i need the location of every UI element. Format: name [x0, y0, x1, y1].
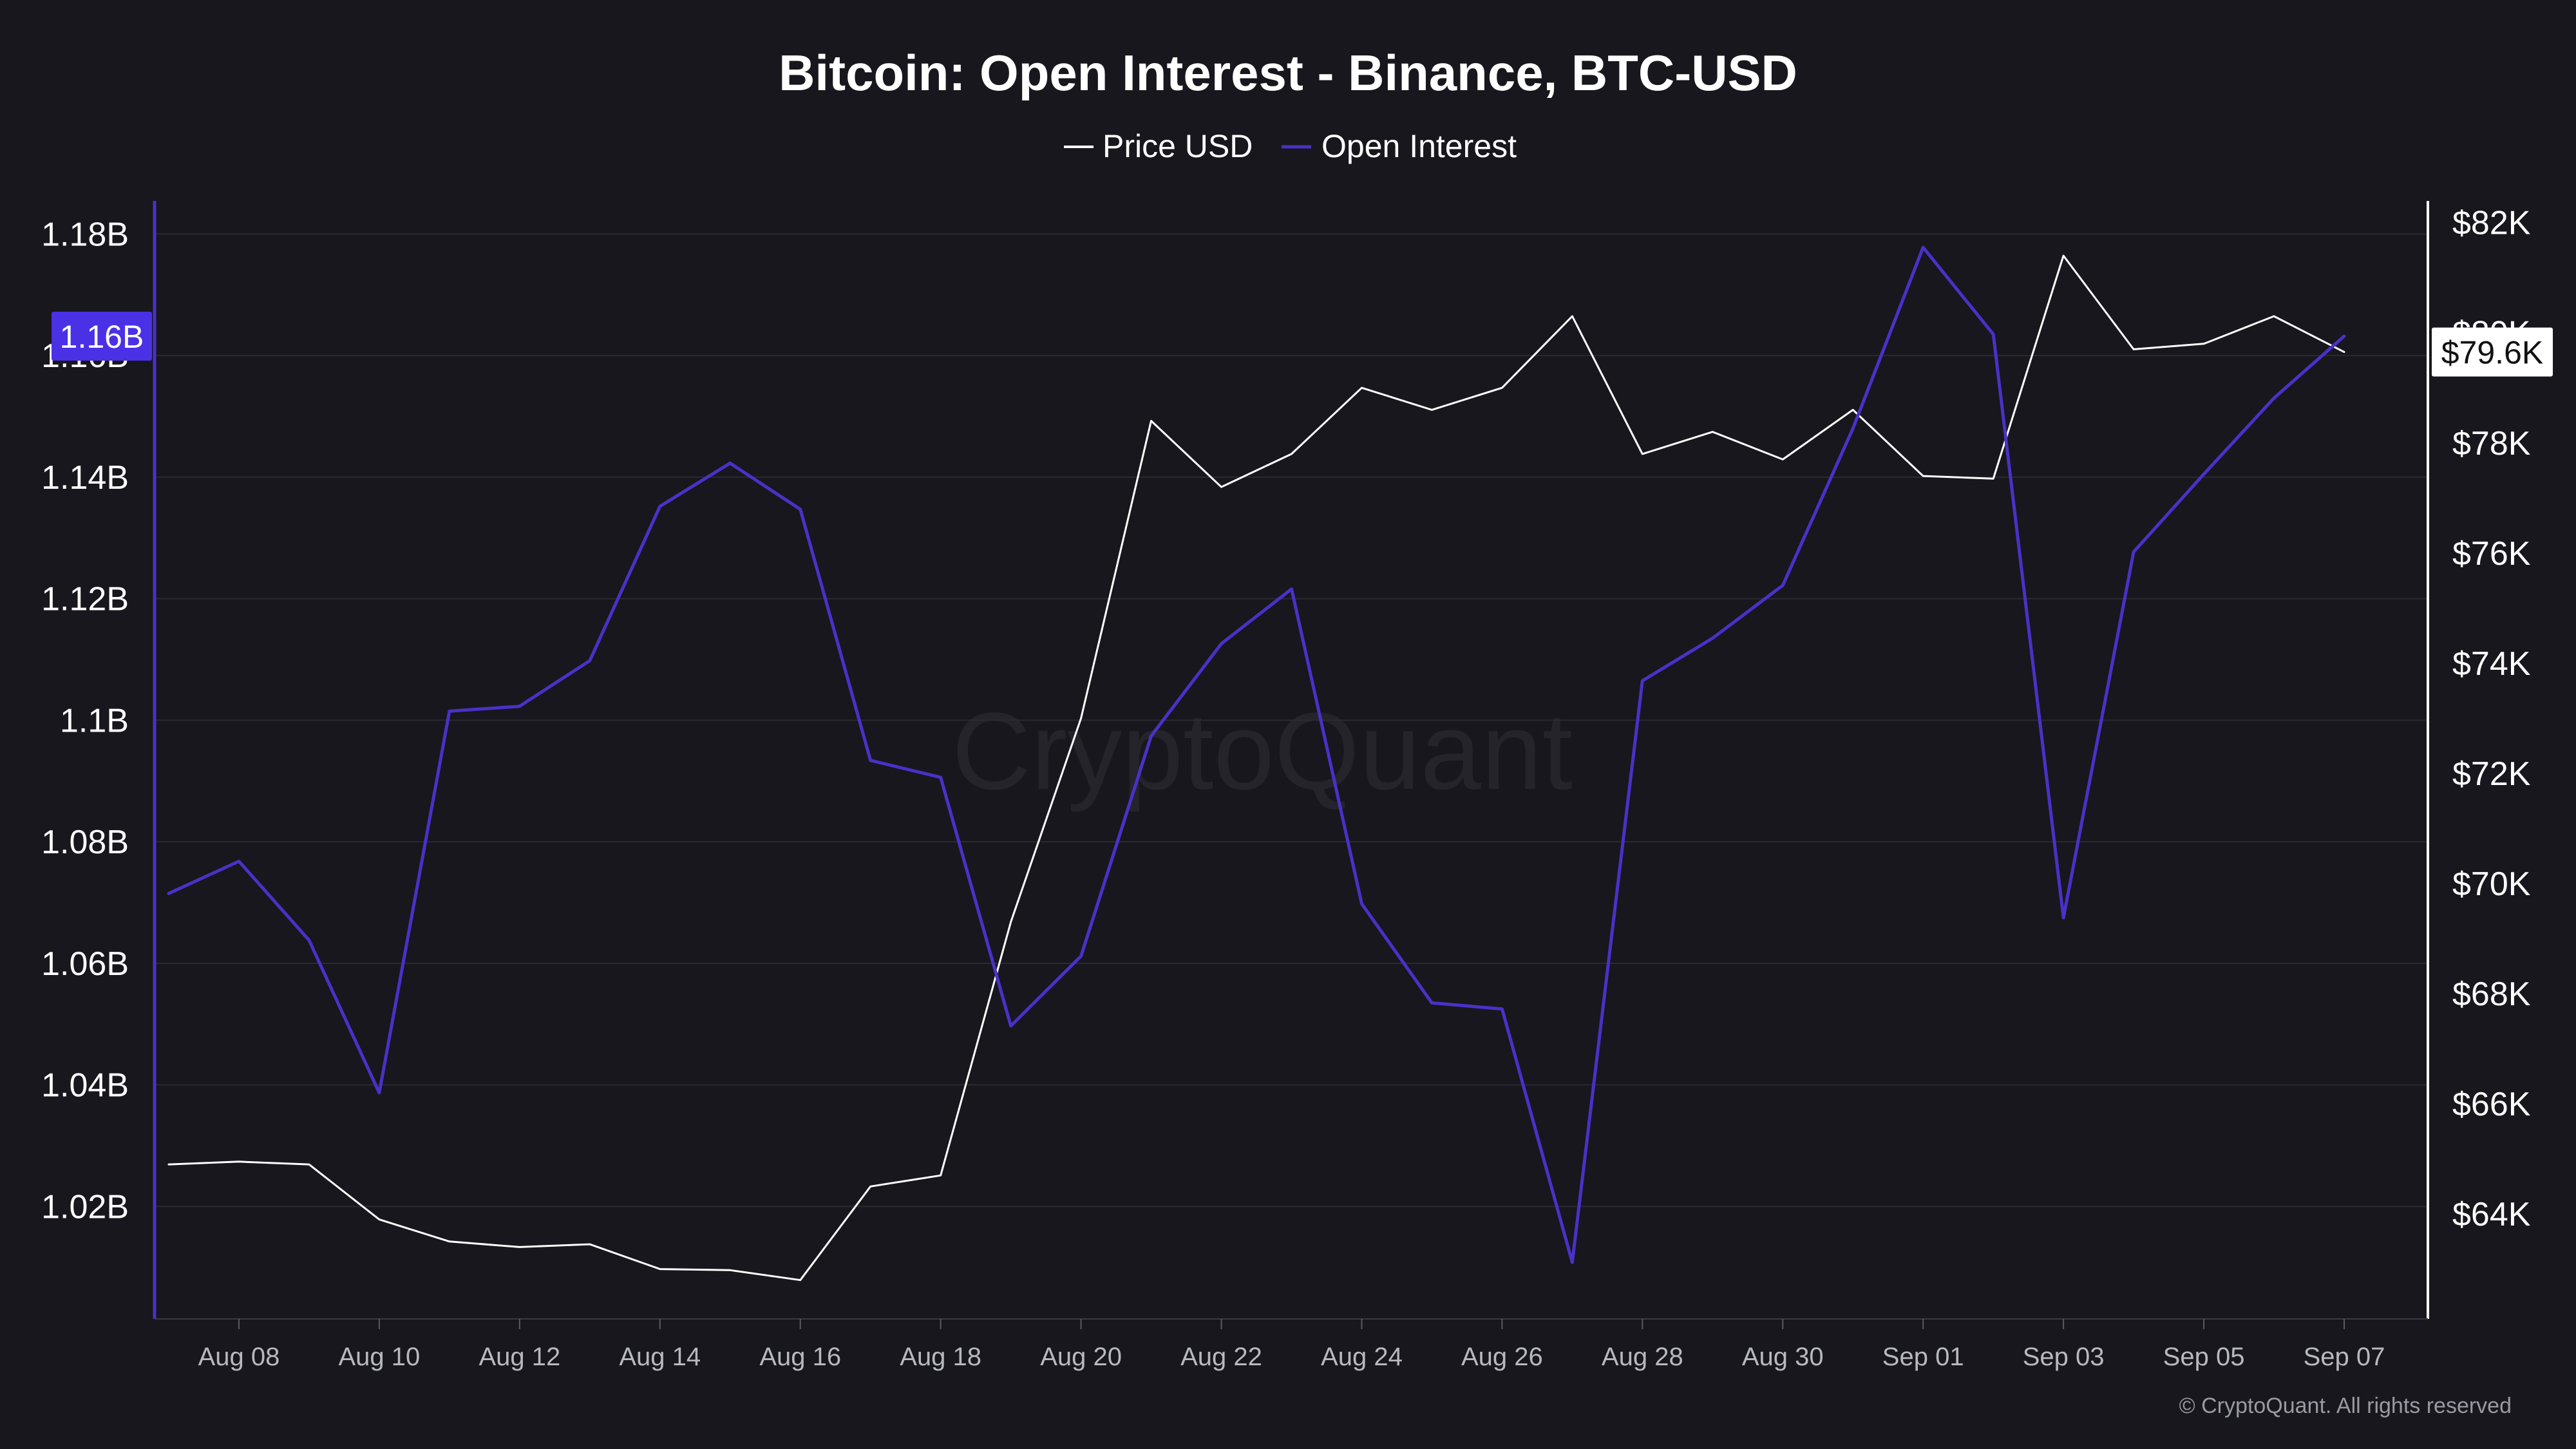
x-tick-label: Sep 01	[1882, 1343, 1964, 1371]
x-tick-label: Aug 30	[1742, 1343, 1824, 1371]
y-left-tick-label: 1.08B	[41, 824, 129, 861]
x-tick-label: Aug 26	[1461, 1343, 1543, 1371]
y-left-tick-label: 1.18B	[41, 216, 129, 253]
current-value-badge-right	[2432, 327, 2553, 377]
x-tick-label: Aug 20	[1040, 1343, 1122, 1371]
x-tick-label: Aug 28	[1602, 1343, 1683, 1371]
y-right-tick-label: $82K	[2452, 205, 2531, 242]
y-right-tick-label: $78K	[2452, 425, 2531, 462]
current-value-badge-left	[52, 311, 152, 361]
x-tick-label: Sep 05	[2163, 1343, 2245, 1371]
y-left-tick-label: 1.12B	[41, 581, 129, 618]
y-right-tick-label: $70K	[2452, 866, 2531, 903]
series-line-price-usd[interactable]	[167, 254, 2345, 1282]
x-tick-label: Aug 10	[339, 1343, 421, 1371]
legend: Price USD Open Interest	[1064, 128, 1517, 164]
badges: 1.16B $79.6K	[52, 311, 2553, 377]
chart-title: Bitcoin: Open Interest - Binance, BTC-US…	[779, 44, 1797, 101]
ticks: 1.02B 1.04B 1.06B 1.08B 1.1B 1.12B 1.14B 1.16B 1…	[41, 205, 2531, 1371]
y-right-tick-label: $66K	[2452, 1086, 2531, 1123]
y-right-tick-label: $72K	[2452, 755, 2531, 793]
y-right-tick-label: $68K	[2452, 976, 2531, 1013]
y-right-tick-label: $74K	[2452, 645, 2531, 683]
y-left-tick-label: 1.04B	[41, 1067, 129, 1104]
legend-label-open-interest[interactable]: Open Interest	[1321, 128, 1517, 164]
y-left-tick-label: 1.14B	[41, 459, 129, 497]
x-tick-label: Aug 08	[198, 1343, 280, 1371]
current-value-label-right: $79.6K	[2441, 335, 2543, 371]
y-left-tick-label: 1.06B	[41, 945, 129, 983]
y-right-tick-label: $76K	[2452, 535, 2531, 573]
series-line-open-interest[interactable]	[167, 245, 2346, 1264]
series	[167, 245, 2346, 1282]
x-tick-label: Sep 07	[2304, 1343, 2385, 1371]
x-tick-label: Aug 12	[478, 1343, 560, 1371]
y-left-tick-label: 1.1B	[60, 702, 129, 739]
watermark: CryptoQuant	[952, 690, 1573, 813]
x-tick-label: Aug 18	[900, 1343, 981, 1371]
x-tick-label: Aug 14	[619, 1343, 701, 1371]
current-value-label-left: 1.16B	[60, 319, 144, 355]
y-right-tick-label: $64K	[2452, 1196, 2531, 1233]
x-tick-label: Sep 03	[2023, 1343, 2105, 1371]
x-tick-label: Aug 22	[1180, 1343, 1262, 1371]
legend-label-price[interactable]: Price USD	[1103, 128, 1253, 164]
y-left-tick-label: 1.02B	[41, 1188, 129, 1226]
grid	[155, 233, 2428, 1208]
x-tick-label: Aug 24	[1321, 1343, 1403, 1371]
axes	[153, 201, 2429, 1320]
x-tick-label: Aug 16	[759, 1343, 841, 1371]
copyright: © CryptoQuant. All rights reserved	[2179, 1394, 2512, 1418]
